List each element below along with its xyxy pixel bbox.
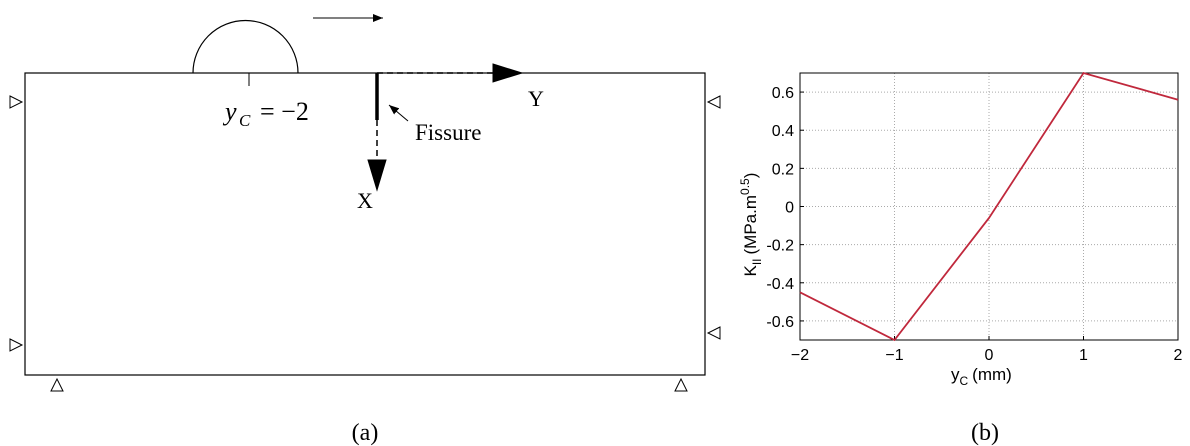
y-arrowhead xyxy=(492,63,524,83)
y-tick-label: -0.2 xyxy=(766,238,794,255)
y-tick-label: 0.2 xyxy=(772,161,794,178)
caption: (a) xyxy=(352,420,379,446)
y-label-main: K xyxy=(741,265,760,277)
support xyxy=(50,377,64,392)
yc-value: = −2 xyxy=(260,97,309,126)
x-tick-label: 2 xyxy=(1174,347,1183,364)
label-arrow xyxy=(388,104,409,122)
x-axis-label: yC (mm) xyxy=(951,365,1012,388)
beam xyxy=(24,72,706,376)
x-tick-label: 1 xyxy=(1079,347,1088,364)
x-label-main: y xyxy=(951,365,960,384)
diagram xyxy=(9,14,721,392)
axis-x-label: X xyxy=(357,188,373,213)
chart: −2 −1 0 1 2 -0.6 -0.4 -0.2 0 0.2 0.4 0.6 yC (mm) KII (M… xyxy=(738,71,1183,388)
x-tick-label: 0 xyxy=(985,347,994,364)
support xyxy=(706,326,721,340)
y-tick-label: 0.6 xyxy=(772,85,794,102)
support xyxy=(9,95,24,109)
y-label-sup: 0.5 xyxy=(738,178,752,195)
support xyxy=(674,377,688,392)
x-label-sub: C xyxy=(960,374,969,388)
data-line xyxy=(799,71,1179,342)
y-label-sub: II xyxy=(750,258,764,265)
y-label-unit: (MPa.m xyxy=(741,195,760,255)
y-label-close: ) xyxy=(741,173,760,179)
x-arrowhead xyxy=(367,159,387,192)
support xyxy=(706,95,721,109)
roller xyxy=(192,19,299,74)
x-label-unit: (mm) xyxy=(972,365,1012,384)
crack-label: Fissure xyxy=(415,120,481,145)
y-tick-label: -0.6 xyxy=(766,314,794,331)
y-tick-label: -0.4 xyxy=(766,276,794,293)
yc-symbol: y xyxy=(222,97,237,126)
support xyxy=(9,338,24,352)
y-axis-label: KII (MPa.m0.5) xyxy=(738,173,764,277)
caption: (b) xyxy=(971,420,999,446)
x-tick-label: −1 xyxy=(885,347,903,364)
y-tick-label: 0 xyxy=(785,200,794,217)
plot-frame xyxy=(799,72,1179,341)
yc-sub: C xyxy=(239,111,251,130)
x-tick-label: −2 xyxy=(791,347,809,364)
y-tick-label: 0.4 xyxy=(772,123,794,140)
axis-y-label: Y xyxy=(528,86,544,111)
